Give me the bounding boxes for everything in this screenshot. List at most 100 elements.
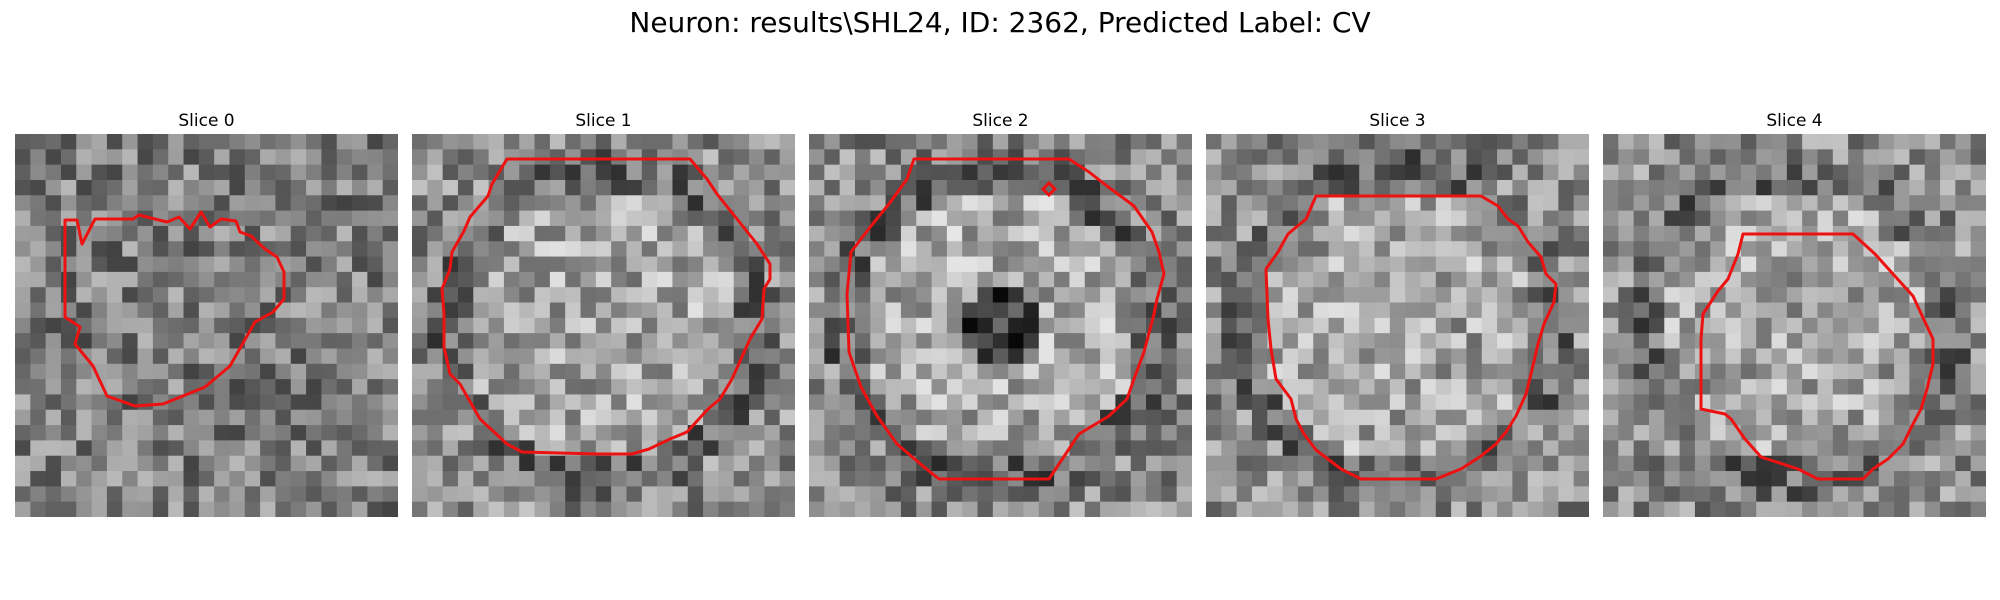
pixel <box>1435 425 1452 441</box>
pixel <box>626 409 643 426</box>
pixel <box>1008 394 1025 411</box>
pixel <box>595 501 612 517</box>
pixel <box>641 225 658 242</box>
pixel <box>1543 164 1559 181</box>
pixel <box>672 440 689 457</box>
pixel <box>1481 210 1498 227</box>
pixel <box>1955 271 1972 288</box>
pixel <box>1282 425 1299 441</box>
pixel <box>306 425 322 441</box>
pixel <box>30 317 47 334</box>
pixel <box>1924 287 1941 304</box>
pixel <box>290 379 307 396</box>
pixel <box>733 486 750 503</box>
pixel <box>565 287 582 304</box>
pixel <box>1451 501 1468 517</box>
pixel <box>1038 256 1055 273</box>
pixel <box>1176 409 1192 426</box>
pixel <box>1420 225 1437 242</box>
pixel <box>809 455 825 472</box>
pixel <box>122 333 139 350</box>
pixel <box>1251 486 1268 503</box>
pixel <box>367 225 384 242</box>
pixel <box>1573 455 1589 472</box>
pixel <box>106 317 123 334</box>
pixel <box>1573 501 1589 517</box>
pixel <box>152 440 169 457</box>
pixel <box>549 225 566 242</box>
pixel <box>1236 348 1253 365</box>
pixel <box>1848 317 1865 334</box>
pixel <box>839 256 856 273</box>
pixel <box>122 379 139 396</box>
pixel <box>718 455 735 472</box>
pixel <box>1848 486 1865 503</box>
pixel <box>1664 317 1681 334</box>
pixel <box>1038 440 1055 457</box>
pixel <box>931 134 948 150</box>
pixel <box>1251 225 1268 242</box>
pixel <box>854 134 871 150</box>
pixel <box>352 379 368 396</box>
pixel <box>1573 486 1589 503</box>
pixel <box>244 348 261 365</box>
pixel <box>703 164 719 181</box>
pixel <box>1038 149 1055 166</box>
pixel <box>1940 455 1956 472</box>
pixel <box>534 379 551 396</box>
pixel <box>352 348 368 365</box>
pixel <box>626 333 643 350</box>
pixel <box>1451 409 1468 426</box>
pixel <box>290 225 307 242</box>
pixel <box>1389 394 1406 411</box>
pixel <box>214 379 231 396</box>
pixel <box>1848 302 1865 319</box>
pixel <box>1466 287 1483 304</box>
pixel <box>1115 271 1132 288</box>
pixel <box>1282 440 1299 457</box>
pixel <box>611 486 628 503</box>
pixel <box>519 256 536 273</box>
pixel <box>779 379 795 396</box>
pixel <box>1420 317 1437 334</box>
pixel <box>106 287 123 304</box>
pixel <box>1648 317 1665 334</box>
pixel <box>549 455 566 472</box>
pixel <box>611 409 628 426</box>
pixel <box>442 210 459 227</box>
pixel <box>60 225 77 242</box>
pixel <box>1328 271 1345 288</box>
pixel <box>457 455 474 472</box>
pixel <box>122 225 139 242</box>
pixel <box>442 425 459 441</box>
pixel <box>916 425 933 441</box>
pixel <box>672 256 689 273</box>
pixel <box>1618 271 1635 288</box>
pixel <box>977 302 994 319</box>
pixel <box>718 471 735 487</box>
pixel <box>1558 210 1575 227</box>
pixel <box>657 179 674 196</box>
pixel <box>1115 425 1132 441</box>
pixel <box>1374 409 1391 426</box>
pixel <box>198 501 215 517</box>
pixel <box>473 425 490 441</box>
pixel <box>1710 134 1727 150</box>
pixel <box>168 134 185 150</box>
pixel <box>1389 486 1406 503</box>
pixel <box>457 179 474 196</box>
pixel <box>1940 394 1956 411</box>
pixel <box>1115 501 1132 517</box>
pixel <box>809 210 825 227</box>
pixel <box>457 317 474 334</box>
pixel <box>1878 149 1895 166</box>
pixel <box>1970 379 1986 396</box>
pixel <box>336 455 353 472</box>
pixel <box>106 440 123 457</box>
pixel <box>76 471 93 487</box>
pixel <box>1558 271 1575 288</box>
pixel <box>1802 425 1819 441</box>
pixel <box>60 302 77 319</box>
pixel <box>15 271 31 288</box>
pixel <box>1236 241 1253 258</box>
